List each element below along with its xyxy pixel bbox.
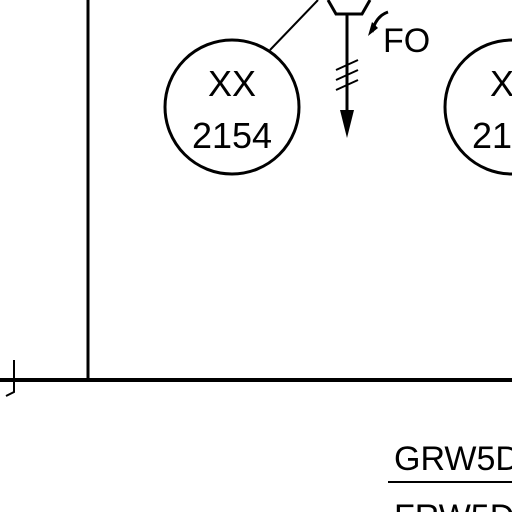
valve-actuator-icon xyxy=(326,0,372,16)
fail-open-arrowhead xyxy=(368,22,378,36)
line-label-1: GRW5D xyxy=(394,440,512,478)
stem-hatch-1 xyxy=(335,59,359,71)
stem-hatch-3 xyxy=(335,79,359,91)
fail-position-label: FO xyxy=(383,22,430,60)
leader-line xyxy=(269,0,319,51)
line-break-hook xyxy=(5,360,15,397)
instrument-number: 2154 xyxy=(192,115,272,156)
instrument-bubble-partial xyxy=(443,38,512,176)
stem-arrowhead xyxy=(340,110,354,138)
instrument-number-partial: 21 xyxy=(472,115,512,156)
instrument-letters: XX xyxy=(208,63,256,104)
stem-hatch-2 xyxy=(335,69,359,81)
instrument-letters-partial: X xyxy=(490,63,512,104)
line-label-2: FRW5D xyxy=(394,498,512,512)
instrument-bubble-xx2154 xyxy=(163,38,301,176)
